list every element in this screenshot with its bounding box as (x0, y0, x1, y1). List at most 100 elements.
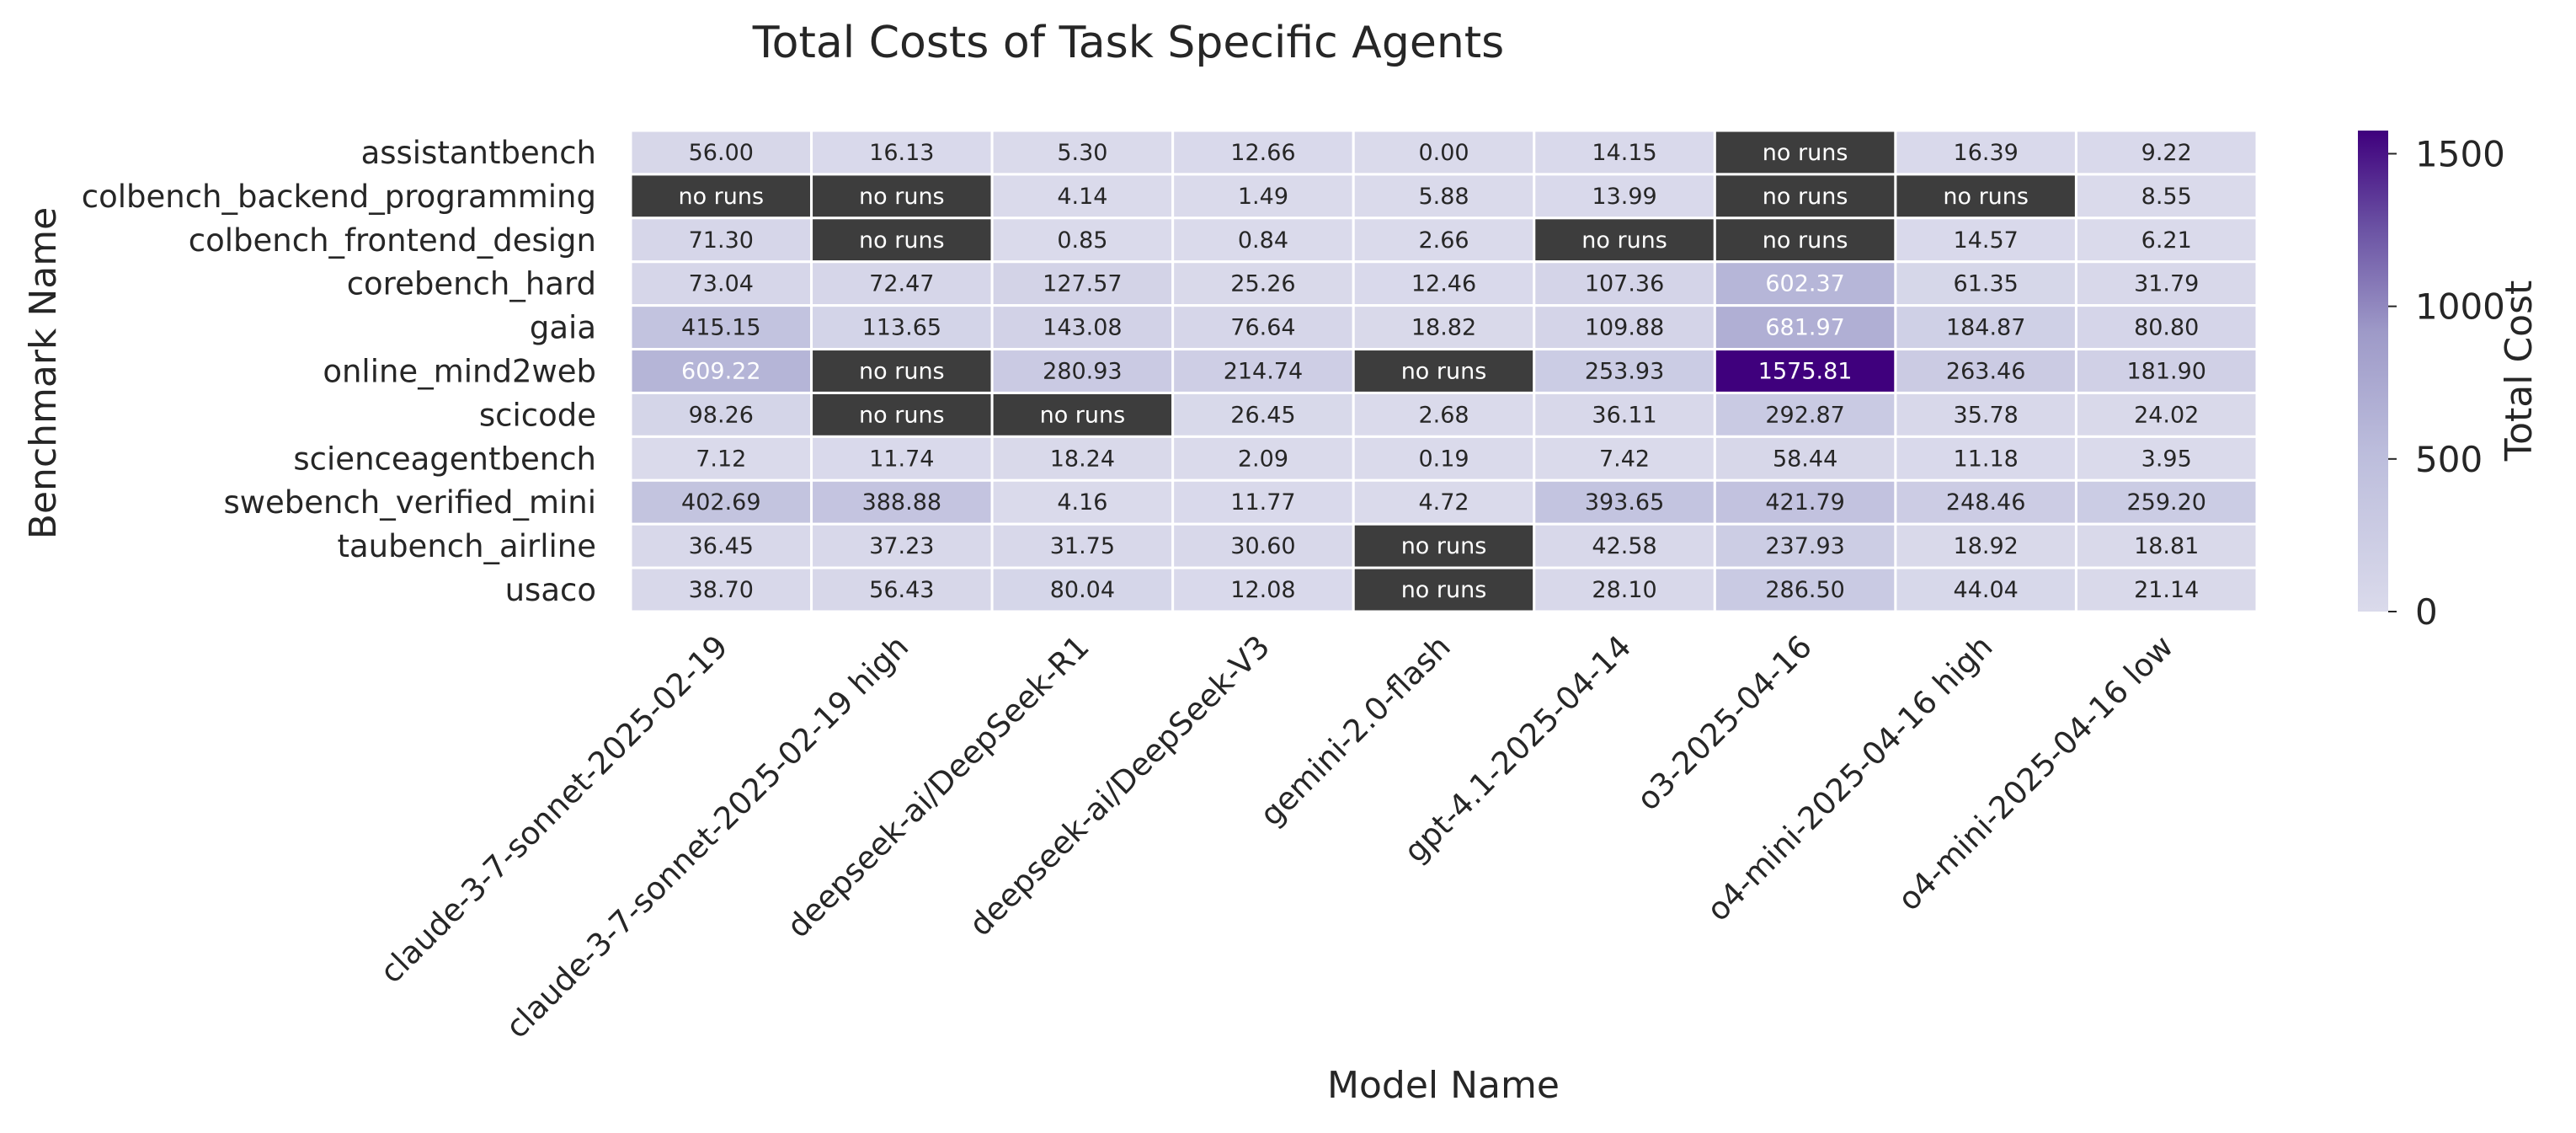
heatmap-cell (1713, 173, 1897, 220)
heatmap-cell (2074, 216, 2259, 264)
heatmap-cell (1894, 522, 2077, 569)
cell-value-label: 253.93 (1585, 359, 1664, 385)
cell-value-label: 292.87 (1765, 402, 1844, 428)
cell-value-label: no runs (859, 184, 945, 210)
heatmap-cell (2074, 173, 2259, 220)
cell-value-label: 14.15 (1592, 140, 1656, 166)
cell-value-label: 2.09 (1238, 446, 1288, 472)
heatmap-cell (1171, 478, 1355, 526)
chart-title: Total Costs of Task Specific Agents (752, 18, 1505, 68)
heatmap-cell (1352, 173, 1536, 220)
heatmap-cell (629, 129, 813, 176)
cell-value-label: 16.13 (869, 140, 934, 166)
cell-value-label: 237.93 (1765, 533, 1844, 559)
cell-value-label: 393.65 (1585, 489, 1664, 516)
cell-value-label: 388.88 (862, 489, 941, 516)
heatmap-cell (1533, 304, 1716, 351)
column-tick-label: deepseek-ai/DeepSeek-V3 (963, 628, 1277, 943)
cell-value-label: 28.10 (1592, 577, 1656, 603)
cell-value-label: 280.93 (1043, 359, 1122, 385)
heatmap-cell (629, 522, 813, 569)
cell-value-label: 0.85 (1057, 227, 1107, 254)
heatmap-cell (990, 435, 1175, 482)
heatmap-cell (629, 216, 813, 264)
cell-value-label: 80.04 (1050, 577, 1115, 603)
cell-value-label: 4.14 (1057, 184, 1107, 210)
cell-value-label: 11.74 (869, 446, 934, 472)
heatmap-cell (629, 478, 813, 526)
column-tick-label: o4-mini-2025-04-16 high (1700, 628, 2000, 928)
cell-value-label: 0.00 (1418, 140, 1469, 166)
cell-value-label: 12.46 (1411, 271, 1476, 297)
cell-value-label: 80.80 (2134, 315, 2199, 341)
cell-value-label: 13.99 (1592, 184, 1656, 210)
cell-value-label: 8.55 (2141, 184, 2192, 210)
heatmap-cell (1533, 522, 1716, 569)
column-tick-label: gemini-2.0-flash (1253, 628, 1458, 833)
cell-value-label: 0.19 (1418, 446, 1469, 472)
heatmap-cell (1352, 478, 1536, 526)
cell-value-label: 143.08 (1043, 315, 1122, 341)
colorbar-tick-label: 500 (2415, 439, 2483, 480)
cell-value-label: 248.46 (1946, 489, 2025, 516)
heatmap-cell (1713, 391, 1897, 438)
cell-value-label: no runs (678, 184, 764, 210)
row-labels: assistantbench colbench_backend_programmi… (82, 135, 596, 608)
cell-value-label: 4.16 (1057, 489, 1107, 516)
cell-value-label: 681.97 (1765, 315, 1844, 341)
cell-value-label: no runs (1040, 402, 1126, 428)
heatmap-cell (1352, 566, 1536, 613)
heatmap-cell (990, 478, 1175, 526)
cell-value-label: 36.45 (689, 533, 754, 559)
heatmap-cell (1894, 348, 2077, 394)
heatmap-cell (1713, 566, 1897, 613)
heatmap-cell (810, 478, 994, 526)
colorbar-gradient (2358, 131, 2388, 612)
heatmap-cell (1171, 260, 1355, 307)
cell-value-label: 5.88 (1418, 184, 1469, 210)
colorbar-tick-label: 1000 (2415, 286, 2505, 328)
cell-value-label: 0.84 (1238, 227, 1288, 254)
cell-value-label: 286.50 (1765, 577, 1844, 603)
cell-value-label: 31.79 (2134, 271, 2199, 297)
heatmap-cell (629, 304, 813, 351)
cell-value-label: 25.26 (1230, 271, 1295, 297)
row-tick-label: taubench_airline (337, 528, 596, 564)
heatmap-cell (2074, 435, 2259, 482)
heatmap-cell (1171, 522, 1355, 569)
cell-value-label: 609.22 (681, 359, 760, 385)
heatmap-cell (1533, 348, 1716, 394)
heatmap-cell (1533, 435, 1716, 482)
heatmap-cell (629, 566, 813, 613)
cell-value-label: 113.65 (862, 315, 941, 341)
column-labels: claude-3-7-sonnet-2025-02-19claude-3-7-s… (373, 628, 2180, 1045)
heatmap-cell (2074, 522, 2259, 569)
y-axis-label: Benchmark Name (22, 207, 65, 539)
heatmap-cell (1352, 435, 1536, 482)
cell-value-label: 107.36 (1585, 271, 1664, 297)
heatmap-cell (810, 260, 994, 307)
cell-value-label: no runs (859, 359, 945, 385)
cell-value-label: 24.02 (2134, 402, 2199, 428)
cell-value-label: 214.74 (1224, 359, 1303, 385)
cell-value-label: 2.66 (1418, 227, 1469, 254)
row-tick-label: colbench_frontend_design (189, 222, 596, 259)
cell-value-label: no runs (1763, 227, 1848, 254)
cell-value-label: no runs (1401, 577, 1487, 603)
cell-value-label: 109.88 (1585, 315, 1664, 341)
cell-value-label: 415.15 (681, 315, 760, 341)
heatmap-cell (990, 216, 1175, 264)
cell-value-label: 1575.81 (1758, 359, 1853, 385)
row-tick-label: assistantbench (361, 135, 596, 171)
cell-value-label: 18.92 (1954, 533, 2019, 559)
cell-value-label: 259.20 (2126, 489, 2205, 516)
cell-value-label: 4.72 (1418, 489, 1469, 516)
column-tick-label: deepseek-ai/DeepSeek-R1 (780, 628, 1096, 945)
cell-value-label: no runs (1581, 227, 1667, 254)
cell-value-label: 181.90 (2126, 359, 2205, 385)
cell-value-label: 184.87 (1946, 315, 2025, 341)
cell-value-label: 35.78 (1954, 402, 2019, 428)
column-tick-label: claude-3-7-sonnet-2025-02-19 (373, 628, 735, 991)
heatmap-cell (629, 391, 813, 438)
